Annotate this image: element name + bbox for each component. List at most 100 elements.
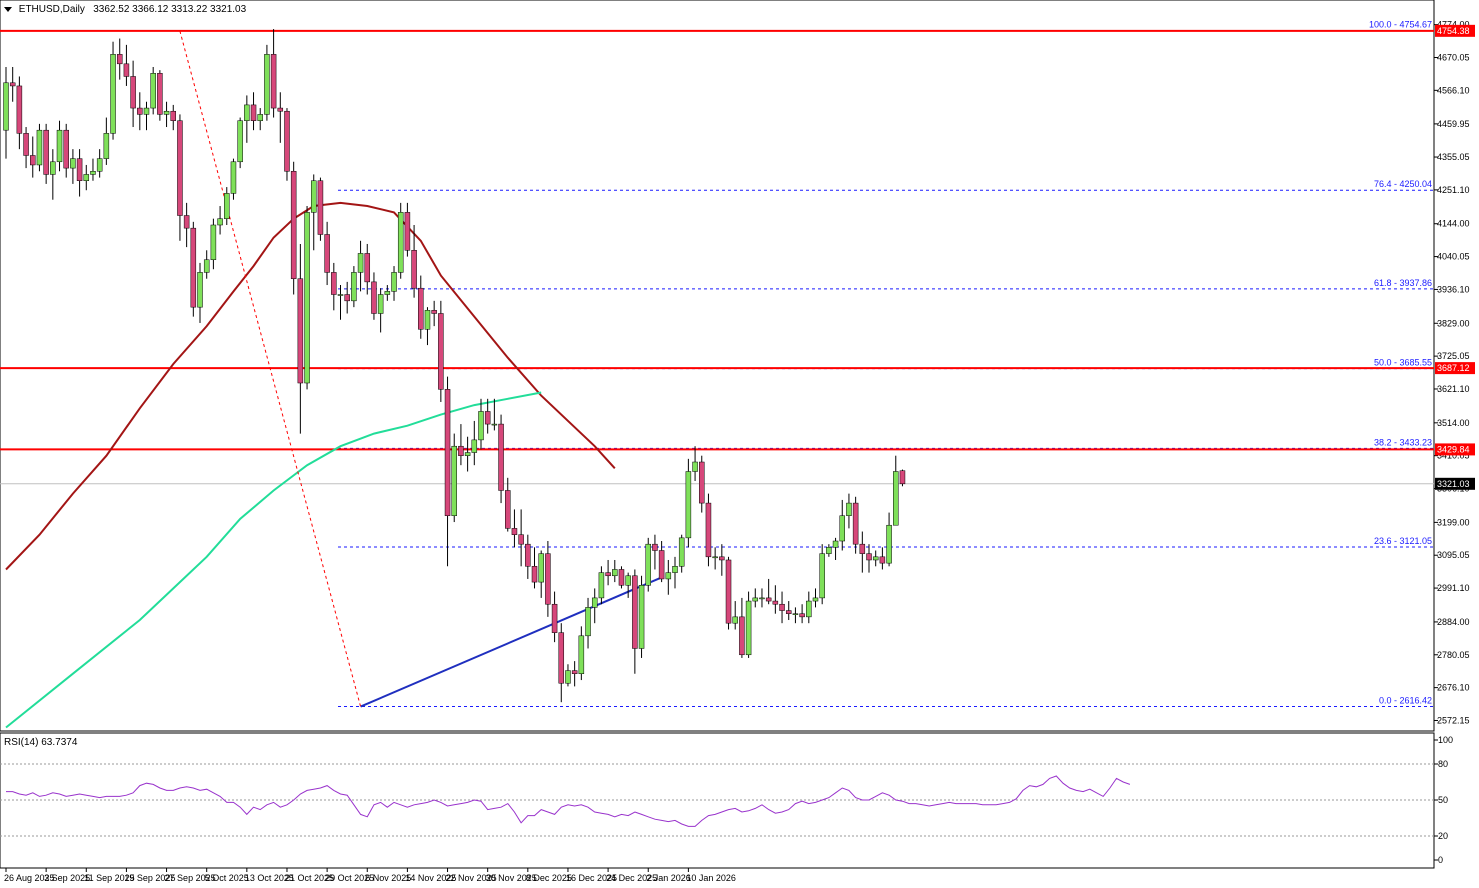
candle-body [719,556,725,561]
candle-body [846,502,852,516]
price-tick-label: 4040.05 [1437,252,1470,262]
candle [76,149,83,197]
price-tick-label: 4355.05 [1437,152,1470,162]
candle [819,544,825,605]
candle [224,187,230,225]
candle-body [257,114,263,121]
candle-body [792,613,799,615]
candle [116,38,123,80]
candle-body [431,310,437,314]
price-tick-label: 4566.10 [1437,85,1470,95]
candle [792,607,799,624]
rsi-tick-label: 20 [1438,831,1448,841]
candle [3,66,9,159]
candle [197,262,203,323]
candle-body [785,610,792,614]
candle-body [270,54,277,109]
candle [578,626,585,681]
candle-body [826,547,832,554]
candle-body [478,411,484,441]
candle [304,206,310,390]
candle [645,537,651,592]
candle-body [137,107,143,115]
candle [43,123,49,184]
candle [632,569,638,674]
candle-body [464,452,471,456]
candle [50,149,56,200]
candle [826,544,832,557]
candle [478,398,484,450]
price-panel[interactable]: 100.0 - 4754.67 76.4 - 4250.04 61.8 - 3937… [0,0,1475,732]
candle-body [391,272,397,292]
candle [518,509,524,567]
candle-body [451,445,457,516]
candle [203,250,210,279]
candle [866,544,872,573]
candle [765,578,772,605]
price-tick-label: 2991.10 [1437,583,1470,593]
candle-body [197,272,203,308]
candle [217,206,223,235]
candle-body [625,575,631,586]
candle-body [692,461,698,472]
candle [779,591,785,624]
candle-body [364,253,371,283]
price-tick-label: 4251.10 [1437,185,1470,195]
price-tag-label: 4754.38 [1437,26,1470,36]
price-tag-bg [1435,362,1475,375]
candle [491,398,498,431]
time-tick-label: 16 Dec 2025 [566,873,617,883]
candle-body [531,566,538,583]
time-tick-label: 13 Oct 2025 [245,873,294,883]
candle [799,604,805,624]
candle-body [371,281,377,314]
fib-level-label: 0.0 - 2616.42 [1379,695,1432,705]
price-tag-bg [1435,24,1475,37]
candle [658,541,665,583]
candle-body [230,161,237,194]
time-tick-label: 24 Dec 2025 [606,873,657,883]
candle-body [183,215,190,229]
candle-body [3,82,9,131]
candle-body [444,389,451,516]
candle-body [585,607,591,637]
candle [364,243,371,295]
candle [451,433,457,523]
price-tick-label: 2676.10 [1437,683,1470,693]
candle [859,531,866,573]
candle-body [43,129,49,175]
time-tick-label: 21 Oct 2025 [285,873,334,883]
candle [745,591,752,658]
candle [9,66,16,102]
chevron-down-icon[interactable] [4,6,12,12]
rsi-tick-label: 100 [1438,735,1453,745]
candle-body [317,180,324,235]
candle-body [331,272,337,295]
candle-body [632,575,638,649]
candle-body [411,250,417,289]
candle [672,556,678,589]
candle [137,92,143,131]
current-price-tag-label: 3321.03 [1437,479,1470,489]
candle [424,307,431,346]
candle-body [759,597,765,600]
candle [739,597,745,658]
candle-body [203,259,210,273]
symbol-label: ETHUSD,Daily [18,4,85,15]
candle-body [237,120,243,163]
candle-body [839,515,845,542]
rsi-panel[interactable]: 100 80 50 20 0 [0,732,1453,869]
chart-header: ETHUSD,Daily 3362.52 3366.12 3313.22 332… [4,4,246,15]
candle-body [705,502,712,558]
candle [30,136,36,178]
candle-body [819,553,825,599]
candle [371,272,377,320]
fib-level-label: 100.0 - 4754.67 [1369,20,1432,30]
candle-body [652,543,658,551]
candle-body [658,550,665,580]
candle [391,266,397,301]
candle-body [244,104,250,121]
rsi-label: RSI(14) 63.7374 [4,737,78,748]
